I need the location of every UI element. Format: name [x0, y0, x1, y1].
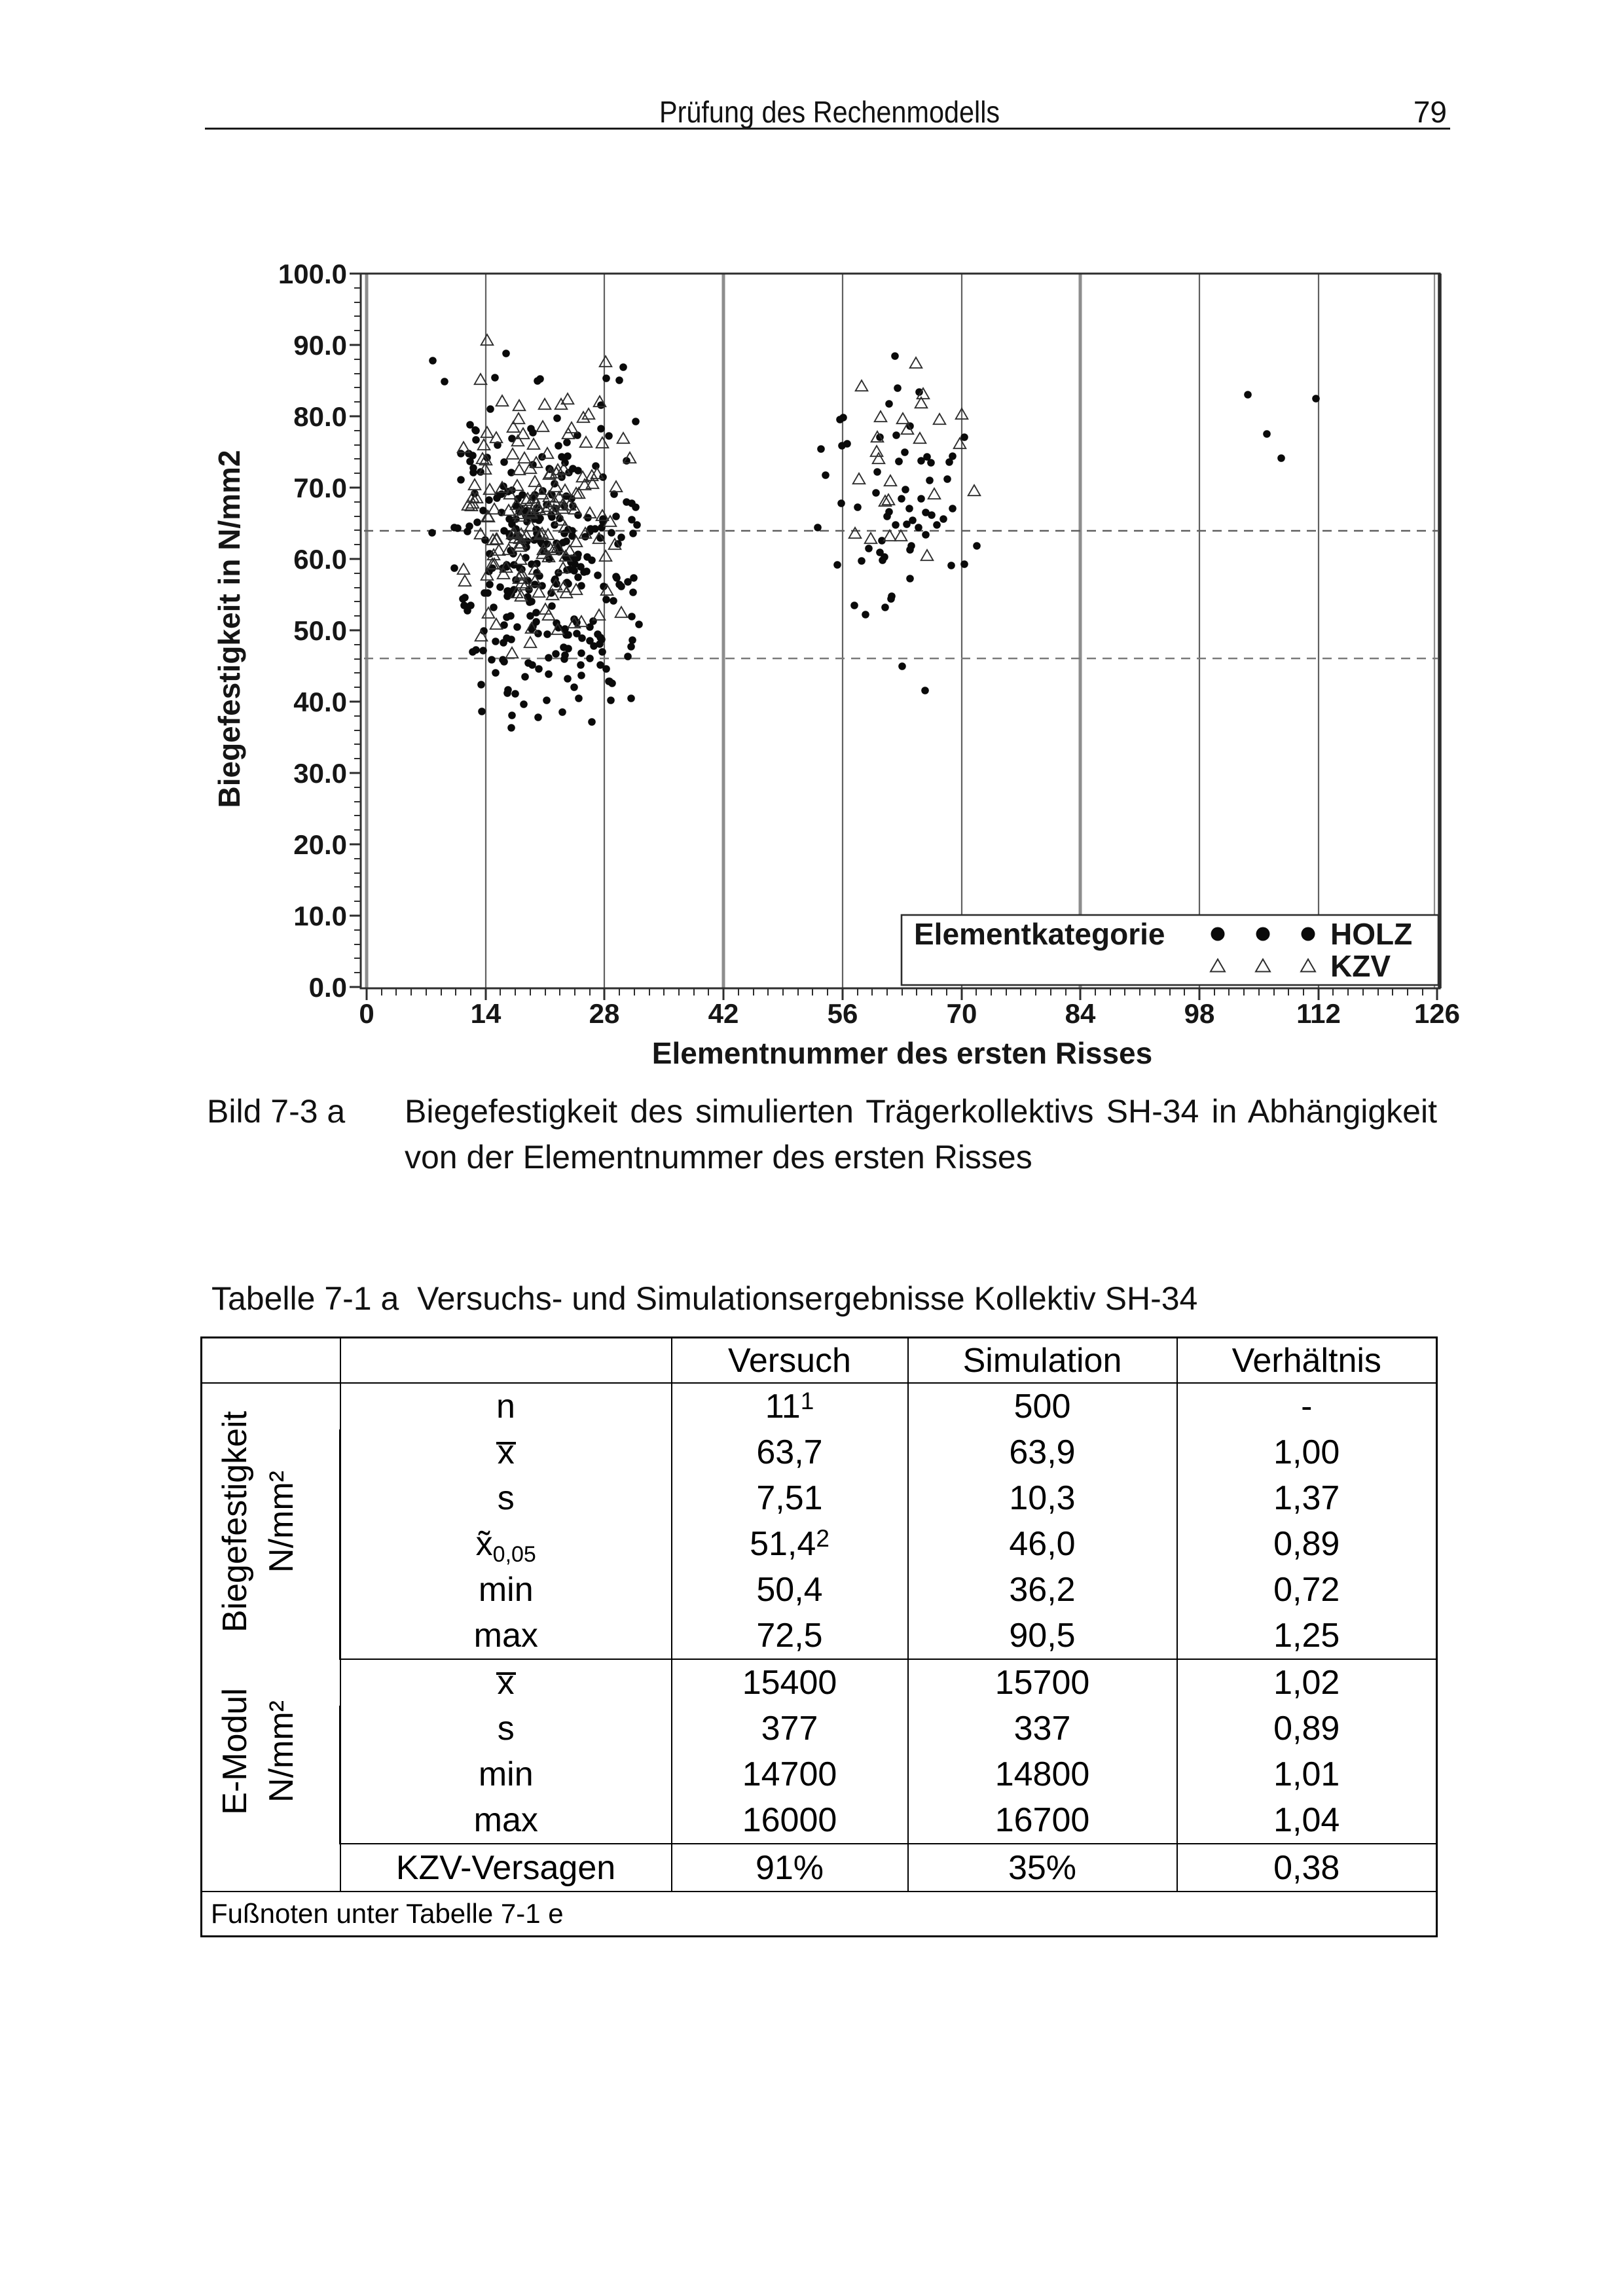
svg-text:0: 0	[359, 998, 374, 1029]
svg-text:50.0: 50.0	[293, 615, 347, 646]
svg-text:20.0: 20.0	[293, 829, 347, 860]
svg-text:112: 112	[1296, 998, 1341, 1029]
svg-text:KZV: KZV	[1330, 949, 1391, 983]
svg-text:56: 56	[828, 998, 858, 1029]
svg-text:98: 98	[1184, 998, 1215, 1029]
svg-text:100.0: 100.0	[278, 259, 347, 289]
svg-text:10.0: 10.0	[293, 901, 347, 931]
svg-text:84: 84	[1065, 998, 1096, 1029]
svg-text:28: 28	[589, 998, 620, 1029]
svg-text:42: 42	[708, 998, 739, 1029]
svg-text:14: 14	[471, 998, 501, 1029]
svg-text:90.0: 90.0	[293, 330, 347, 361]
svg-text:0.0: 0.0	[309, 972, 347, 1003]
svg-text:Elementnummer des ersten Risse: Elementnummer des ersten Risses	[652, 1036, 1152, 1070]
svg-text:126: 126	[1414, 998, 1460, 1029]
svg-text:80.0: 80.0	[293, 401, 347, 432]
svg-text:40.0: 40.0	[293, 687, 347, 717]
svg-text:60.0: 60.0	[293, 544, 347, 575]
svg-text:HOLZ: HOLZ	[1330, 917, 1412, 951]
svg-text:30.0: 30.0	[293, 758, 347, 789]
svg-text:70: 70	[947, 998, 977, 1029]
svg-text:Elementkategorie: Elementkategorie	[914, 917, 1165, 951]
svg-text:Biegefestigkeit in N/mm2: Biegefestigkeit in N/mm2	[212, 450, 246, 808]
svg-text:70.0: 70.0	[293, 473, 347, 503]
